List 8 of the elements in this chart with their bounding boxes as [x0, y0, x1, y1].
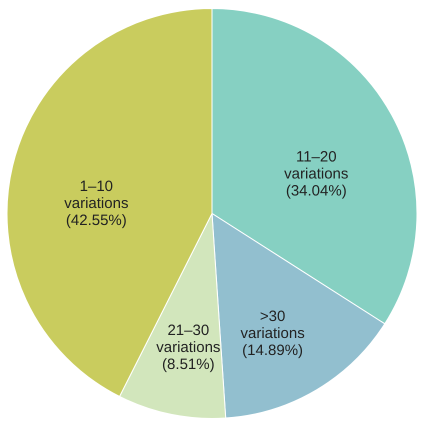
data-label: (42.55%)	[66, 212, 127, 229]
slice-label: 21–30 variations	[156, 322, 220, 356]
slice-label: 1–10 variations	[64, 178, 128, 212]
slice-label: >30 variations	[240, 308, 305, 342]
data-label: (8.51%)	[162, 356, 215, 374]
data-label: (34.04%)	[286, 182, 347, 200]
slice-label: 11–20 variations	[284, 148, 348, 182]
data-label: (14.89%)	[242, 342, 304, 359]
